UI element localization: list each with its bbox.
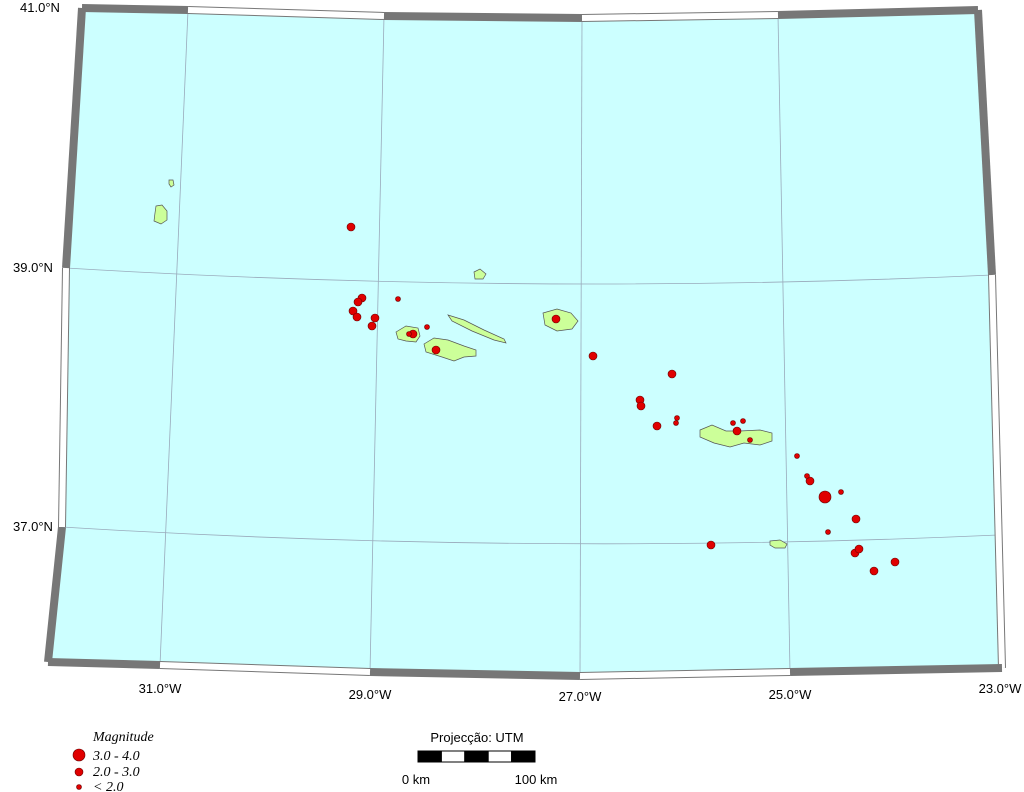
earthquake — [890, 557, 900, 567]
lon-label: 27.0°W — [559, 689, 603, 704]
lon-label: 25.0°W — [769, 687, 813, 702]
graticule — [61, 9, 999, 677]
earthquake — [673, 420, 679, 426]
earthquake — [551, 314, 561, 324]
earthquake — [424, 324, 430, 330]
earthquake — [805, 476, 815, 486]
scale-segment — [511, 750, 536, 763]
earthquake — [851, 514, 861, 524]
scale-bar — [417, 750, 536, 763]
scale-segment — [417, 750, 442, 763]
island — [542, 308, 579, 332]
island — [168, 179, 175, 188]
frame-segment — [62, 7, 86, 269]
scale-segment — [440, 750, 466, 763]
lat-label: 39.0°N — [13, 260, 53, 275]
earthquake — [367, 321, 377, 331]
frame-segment — [777, 6, 979, 19]
meridian — [777, 14, 791, 673]
island — [447, 314, 507, 344]
frame-segment — [47, 658, 161, 669]
earthquake — [706, 540, 716, 550]
earthquake — [348, 306, 358, 316]
earthquake — [346, 222, 356, 232]
island — [473, 268, 487, 280]
frame-segment — [81, 4, 189, 14]
island — [153, 204, 168, 225]
earthquake — [825, 529, 831, 535]
earthquake — [740, 418, 746, 424]
island — [699, 424, 773, 448]
earthquake — [854, 544, 864, 554]
parallel — [65, 267, 993, 285]
frame-segment — [44, 526, 66, 663]
earthquake — [869, 566, 879, 576]
parallel — [61, 526, 999, 545]
meridian — [369, 15, 385, 673]
earthquake — [667, 369, 677, 379]
lat-label: 41.0°N — [20, 0, 60, 15]
legend-symbol — [76, 784, 82, 790]
lon-label: 23.0°W — [979, 681, 1023, 696]
lon-label: 29.0°W — [349, 687, 393, 702]
frame-segment — [187, 7, 385, 19]
scale-label: 0 km — [402, 772, 430, 787]
island — [769, 539, 788, 549]
earthquake — [431, 345, 441, 355]
legend-item: 3.0 - 4.0 — [92, 749, 140, 764]
earthquake — [747, 437, 753, 443]
earthquake — [818, 490, 832, 504]
earthquake — [406, 331, 412, 337]
projection-label: Projecção: UTM — [430, 730, 523, 745]
legend-item: 2.0 - 3.0 — [93, 765, 140, 780]
island — [423, 337, 477, 362]
earthquakes — [346, 222, 900, 576]
earthquake — [794, 453, 800, 459]
earthquake — [636, 401, 646, 411]
frame-segment — [974, 9, 996, 276]
frame-segment — [789, 664, 1003, 676]
sea — [48, 8, 1002, 676]
frame-segment — [383, 12, 583, 22]
frame-segment — [989, 274, 1005, 669]
frame-segment — [579, 669, 791, 679]
earthquake — [730, 420, 736, 426]
earthquake — [370, 313, 380, 323]
earthquake — [395, 296, 401, 302]
frame-segment — [369, 668, 581, 680]
earthquake — [652, 421, 662, 431]
frame-segment — [59, 267, 69, 528]
scale-segment — [487, 750, 513, 763]
earthquake — [674, 415, 680, 421]
earthquake — [588, 351, 598, 361]
frame-segment — [581, 12, 779, 21]
legend-symbol — [72, 748, 86, 762]
earthquake — [352, 312, 362, 322]
scale-label: 100 km — [515, 772, 558, 787]
meridian — [159, 9, 189, 666]
lon-label: 31.0°W — [139, 681, 183, 696]
earthquake — [353, 297, 363, 307]
earthquake — [732, 426, 742, 436]
legend-item: < 2.0 — [93, 780, 123, 792]
earthquake — [838, 489, 844, 495]
earthquake — [804, 473, 810, 479]
lat-label: 37.0°N — [13, 519, 53, 534]
frame-border — [44, 4, 1006, 680]
legend-title: Magnitude — [92, 730, 154, 745]
legend-symbol — [74, 767, 84, 777]
frame-segment — [159, 662, 371, 675]
meridian — [579, 17, 583, 677]
scale-segment — [464, 750, 489, 763]
